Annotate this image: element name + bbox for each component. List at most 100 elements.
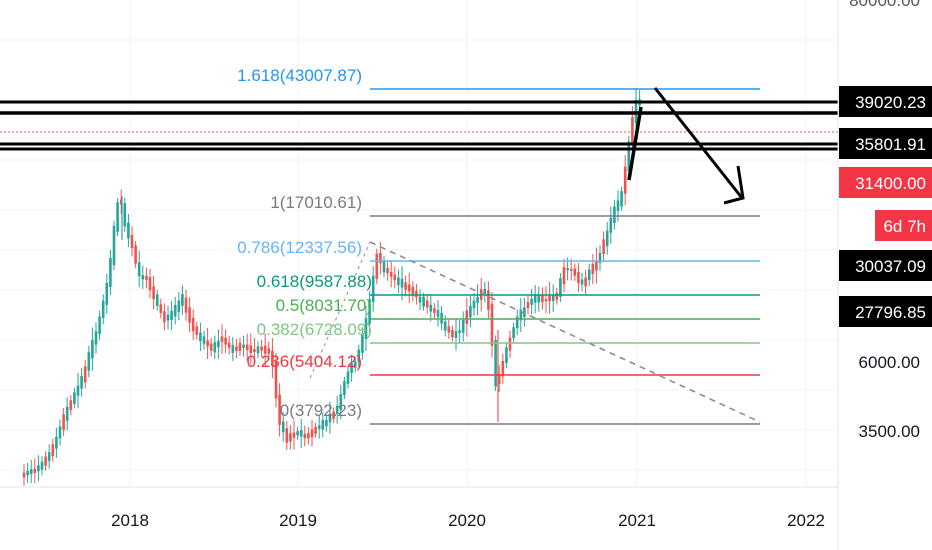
candle-body [58,426,62,439]
candle-body [533,295,537,303]
candle-body [346,371,350,384]
candle [285,420,289,451]
candle-body [109,257,112,287]
candle [353,356,357,373]
candle [253,337,256,364]
candle [487,281,490,319]
fib-level: 0.236(5404.12) [247,352,760,376]
candle [339,384,343,420]
candle [91,327,94,371]
candle [231,337,235,362]
candle-body [393,274,397,281]
candle-body [249,345,253,354]
candle-body [559,278,562,297]
price-axis[interactable]: 80000.00 6000.00 3500.00 39020.23 35801.91 31… [837,0,932,550]
candle [163,303,166,331]
candle [602,231,605,262]
time-tick: 2020 [448,511,486,530]
candle [310,420,314,447]
arrow-shaft [653,87,744,199]
candle-body [328,413,332,423]
candle [393,266,397,289]
fib-level: 0.382(6728.09) [257,320,760,344]
candle [508,330,512,358]
candle [267,341,271,361]
candle [238,337,242,357]
drawings[interactable] [0,87,838,423]
price-badge-bg [839,250,932,281]
candle-body [76,385,80,396]
candle [458,320,461,344]
candle-body [242,344,245,348]
candle-body [299,430,303,437]
candle [436,300,440,327]
candle [595,247,598,284]
candle [55,427,58,458]
candle-body [91,339,94,359]
candle [94,322,98,354]
candle [411,281,415,302]
candle [415,283,418,305]
candle [62,408,65,436]
candle [263,333,267,367]
candle-body [296,431,299,436]
candle [289,425,292,450]
fib-label: 1(17010.61) [270,193,362,212]
candle-body [33,468,37,473]
candle [134,241,137,269]
candle-body [199,332,202,342]
candle [199,322,202,352]
candle-body [447,326,451,333]
candle [112,220,116,271]
candle [609,206,613,244]
candle [235,338,238,359]
candle [433,302,436,319]
candle [541,287,544,310]
candle [271,338,274,379]
candle-body [80,375,83,389]
candle-body [407,284,411,292]
candle-body [94,331,98,345]
candle [375,248,379,285]
candle-body [116,202,119,232]
candle-body [145,276,148,281]
price-tick: 3500.00 [859,422,920,441]
candle-body [620,191,623,207]
candle-body [310,429,314,438]
candle-body [605,230,609,247]
candle-body [494,339,497,387]
candle-body [364,318,368,339]
candle [220,324,224,354]
candle [130,226,134,257]
fib-label: 0.786(12337.56) [237,238,362,257]
candle-body [602,239,605,254]
candle-body [343,381,346,396]
price-label-badge: 27796.85 [839,296,932,327]
fib-label: 0(3792.23) [280,401,362,420]
candle-body [152,286,155,300]
candle [256,341,260,359]
candle-body [433,308,436,313]
candle [620,186,623,211]
candle [494,335,497,391]
candle [573,263,577,281]
candle-body [418,296,422,303]
candle-body [51,444,55,457]
candle [483,281,487,303]
trend-line-dashed [369,241,761,423]
fib-retracement[interactable]: 1.618(43007.87) 1(17010.61) 0.786(12337.56… [237,66,760,425]
candle-body [73,392,76,404]
candle-body [209,343,213,351]
candle [472,293,476,316]
candle-body [292,432,296,438]
candle [537,286,541,312]
price-tick: 80000.00 [849,0,920,10]
candle [249,333,253,366]
candle-body [22,472,26,478]
candle [526,295,530,315]
candle [548,281,551,314]
candle-body [436,309,440,317]
candle [181,285,184,315]
time-axis[interactable]: 2018 2019 2020 2021 2022 [0,486,838,530]
